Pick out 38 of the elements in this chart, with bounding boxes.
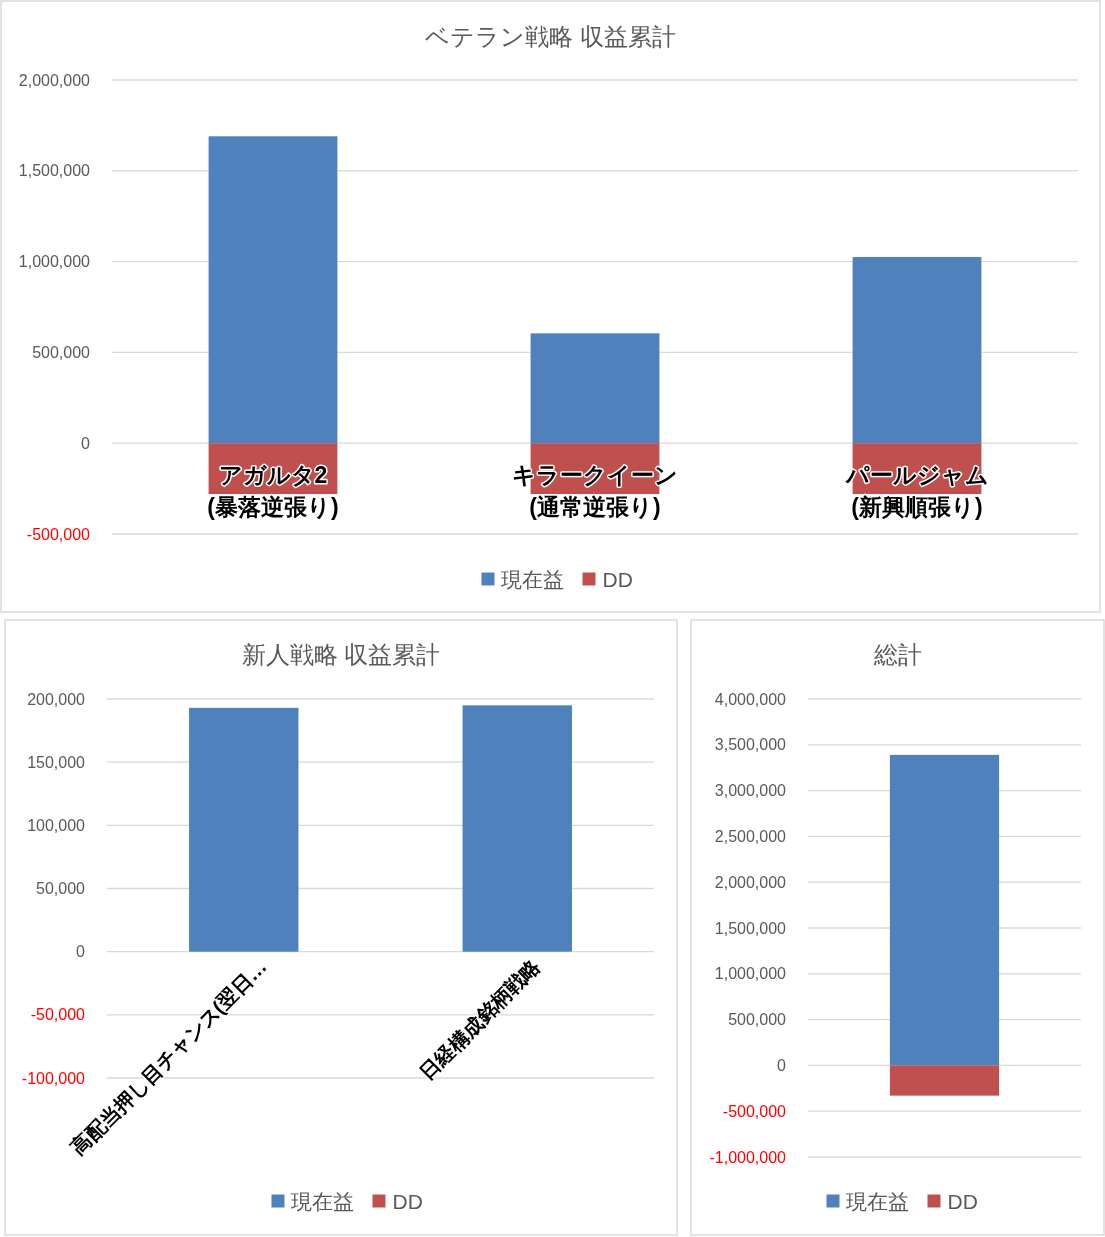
y-tick-label: 1,500,000 <box>714 919 787 937</box>
y-tick-label: 2,000,000 <box>18 71 91 89</box>
y-tick-label: -100,000 <box>21 1069 86 1087</box>
legend-label: 現在益 <box>291 1189 355 1213</box>
y-tick-label: 50,000 <box>36 880 86 897</box>
y-tick-label: 3,000,000 <box>714 782 787 800</box>
bar <box>852 257 982 444</box>
y-tick-label: 100,000 <box>27 816 86 834</box>
y-tick-label: -500,000 <box>722 1102 787 1120</box>
y-tick-label: 1,000,000 <box>714 965 787 983</box>
y-tick-label: 0 <box>777 1056 787 1074</box>
y-tick-label: -50,000 <box>30 1006 86 1024</box>
y-tick-label: 0 <box>76 943 86 961</box>
y-tick-label: 200,000 <box>27 690 86 708</box>
y-tick-label: 2,500,000 <box>714 827 787 845</box>
y-tick-label: 0 <box>81 434 91 452</box>
y-tick-label: 2,000,000 <box>714 873 787 891</box>
chart-title: 新人戦略 収益累計 <box>241 640 441 668</box>
chart-title: 総計 <box>872 640 922 668</box>
legend-label: 現在益 <box>846 1189 910 1213</box>
legend-label: DD <box>602 567 633 591</box>
x-tick-label: 日経構成銘柄戦略 <box>415 954 545 1084</box>
chart-title: ベテラン戦略 収益累計 <box>425 22 676 50</box>
x-tick-label: アガルタ2 (暴落逆張り) <box>207 462 339 521</box>
y-tick-label: 1,000,000 <box>18 253 91 271</box>
y-tick-label: 150,000 <box>27 753 86 771</box>
y-tick-label: 500,000 <box>728 1011 787 1029</box>
y-tick-label: 1,500,000 <box>18 162 91 180</box>
legend-label: 現在益 <box>501 567 565 591</box>
y-tick-label: 3,500,000 <box>714 736 787 754</box>
y-tick-label: 500,000 <box>32 343 91 361</box>
legend-label: DD <box>392 1189 423 1213</box>
y-tick-label: -500,000 <box>26 525 91 543</box>
y-tick-label: 4,000,000 <box>714 690 787 708</box>
legend-label: DD <box>947 1189 978 1213</box>
y-tick-label: -1,000,000 <box>709 1148 787 1166</box>
bar <box>530 333 660 444</box>
bar <box>208 136 338 444</box>
